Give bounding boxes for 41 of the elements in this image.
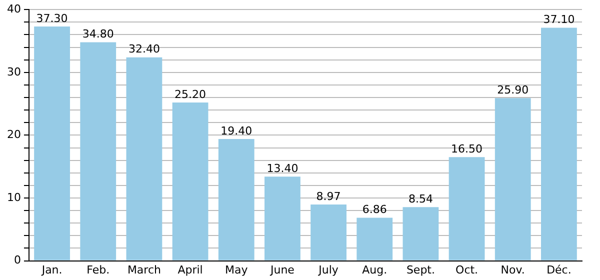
x-tick-label: March [127, 263, 161, 276]
bar [264, 176, 300, 260]
data-label: 37.10 [543, 13, 575, 26]
bar [172, 102, 208, 260]
data-label: 16.50 [451, 142, 483, 156]
x-tick-label: Jan. [40, 263, 62, 276]
data-label: 32.40 [128, 42, 160, 56]
x-tick-label: May [225, 263, 248, 276]
data-label: 8.97 [316, 190, 341, 203]
x-tick-label: Feb. [86, 263, 110, 276]
y-tick-label: 30 [6, 65, 21, 78]
data-label: 13.40 [266, 162, 298, 176]
data-label: 25.90 [497, 84, 529, 97]
x-tick-label: Déc. [546, 263, 572, 276]
y-tick-label: 20 [6, 128, 21, 142]
bar [356, 218, 393, 260]
x-tick-label: Sept. [406, 263, 435, 276]
data-label: 34.80 [82, 28, 114, 41]
y-tick-label: 0 [14, 254, 21, 267]
y-tick-label: 40 [6, 2, 21, 16]
data-label: 25.20 [174, 88, 206, 101]
x-tick-label: June [269, 263, 295, 276]
x-tick-label: Nov. [500, 263, 525, 276]
x-tick-label: July [318, 263, 339, 276]
bar [80, 42, 116, 260]
bar [34, 26, 70, 260]
x-tick-label: April [178, 263, 203, 276]
bar [494, 98, 531, 260]
x-tick-label: Aug. [362, 263, 388, 276]
bar [448, 157, 485, 260]
bar [126, 57, 162, 260]
data-label: 37.30 [36, 12, 68, 25]
y-tick-label: 10 [6, 190, 21, 204]
bar [541, 28, 577, 260]
data-label: 8.54 [408, 192, 433, 206]
x-tick-label: Oct. [456, 263, 478, 276]
bar [310, 204, 346, 260]
bar [402, 207, 439, 260]
data-label: 19.40 [220, 124, 252, 138]
bar [218, 138, 254, 260]
data-label: 6.86 [362, 203, 387, 216]
